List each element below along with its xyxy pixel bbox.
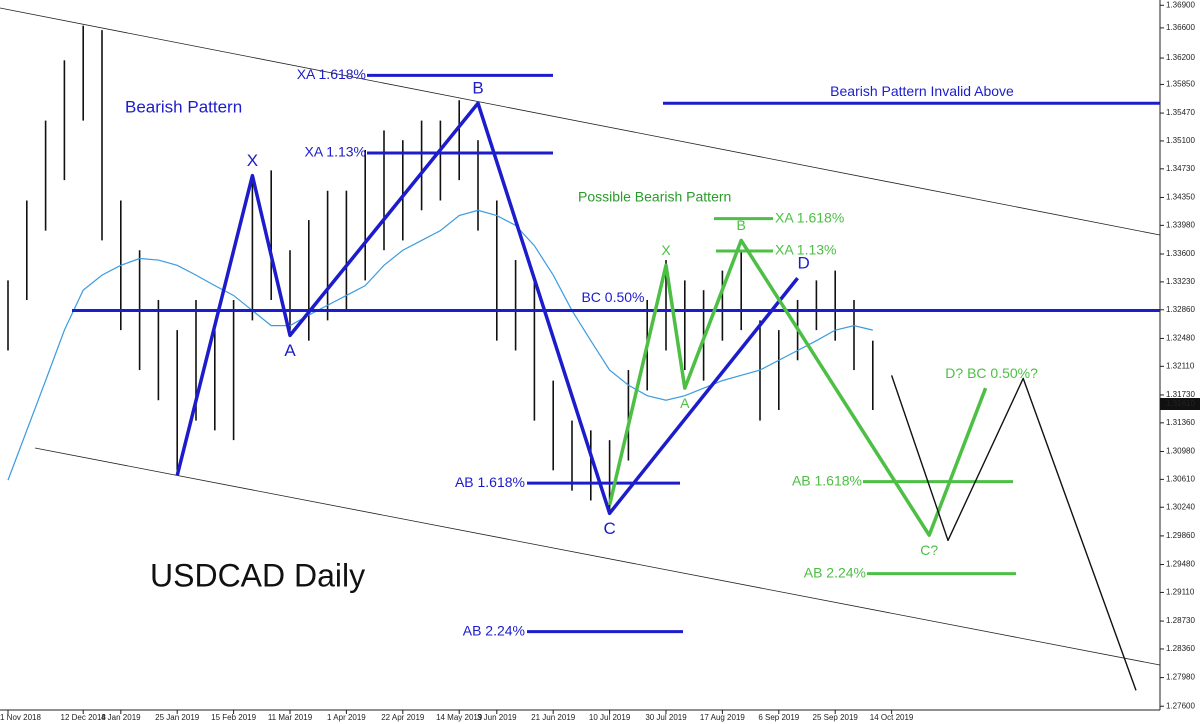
- y-tick-label: 1.27980: [1166, 673, 1195, 682]
- y-tick-label: 1.30240: [1166, 502, 1195, 511]
- y-tick-label: 1.32110: [1166, 361, 1195, 370]
- level-label: XA 1.618%: [775, 209, 844, 225]
- pattern-point-label: X: [661, 242, 671, 258]
- x-tick-label: 14 Oct 2019: [870, 713, 914, 722]
- x-tick-label: 12 Dec 2018: [61, 713, 107, 722]
- x-tick-label: 4 Jan 2019: [101, 713, 141, 722]
- pattern-point-label: X: [247, 151, 258, 170]
- pattern-point-label: B: [737, 217, 746, 233]
- pattern-line: [175, 101, 799, 516]
- level-label: AB 1.618%: [792, 472, 862, 488]
- y-tick-label: 1.36200: [1166, 53, 1195, 62]
- y-tick-label: 1.33600: [1166, 249, 1195, 258]
- x-tick-label: 14 May 2019: [436, 713, 483, 722]
- pattern-line: [890, 375, 1137, 691]
- pattern-point-label: B: [472, 79, 483, 98]
- level-label: BC 0.50%: [581, 289, 644, 305]
- y-tick-label: 1.32860: [1166, 305, 1195, 314]
- annotation: Possible Bearish Pattern: [578, 189, 731, 205]
- x-tick-label: 1 Apr 2019: [327, 713, 366, 722]
- y-tick-label: 1.27600: [1166, 701, 1195, 710]
- y-tick-label: 1.35100: [1166, 136, 1195, 145]
- pattern-point-label: C?: [920, 542, 938, 558]
- chart-title: USDCAD Daily: [150, 557, 365, 593]
- level-label: XA 1.13%: [305, 144, 367, 160]
- level-label: XA 1.13%: [775, 242, 837, 258]
- y-tick-label: 1.30980: [1166, 447, 1195, 456]
- level-label: Bearish Pattern Invalid Above: [830, 83, 1014, 99]
- x-tick-label: 6 Sep 2019: [758, 713, 799, 722]
- y-tick-label: 1.29480: [1166, 560, 1195, 569]
- pattern-point-label: C: [603, 519, 615, 538]
- y-tick-label: 1.28730: [1166, 616, 1195, 625]
- annotation: Bearish Pattern: [125, 97, 242, 116]
- x-tick-label: 21 Jun 2019: [531, 713, 576, 722]
- level-label: XA 1.618%: [297, 66, 366, 82]
- x-tick-label: 30 Jul 2019: [645, 713, 687, 722]
- pattern-point-label: D? BC 0.50%?: [945, 365, 1038, 381]
- x-tick-label: 25 Jan 2019: [155, 713, 200, 722]
- x-tick-label: 1 Nov 2018: [0, 713, 41, 722]
- level-label: AB 2.24%: [804, 564, 866, 580]
- y-tick-label: 1.32480: [1166, 334, 1195, 343]
- level-label: AB 1.618%: [455, 474, 525, 490]
- pattern-line: [607, 238, 988, 537]
- x-tick-label: 22 Apr 2019: [381, 713, 425, 722]
- pattern-point-label: A: [680, 395, 690, 411]
- y-tick-label: 1.31360: [1166, 418, 1195, 427]
- level-label: AB 2.24%: [463, 622, 525, 638]
- x-tick-label: 15 Feb 2019: [211, 713, 256, 722]
- x-tick-label: 17 Aug 2019: [700, 713, 745, 722]
- y-tick-label: 1.29110: [1166, 588, 1195, 597]
- upper-channel: [0, 7, 1161, 236]
- y-tick-label: 1.31730: [1166, 390, 1195, 399]
- y-tick-label: 1.35470: [1166, 108, 1195, 117]
- y-tick-label: 1.36900: [1166, 0, 1195, 9]
- x-tick-label: 11 Mar 2019: [268, 713, 313, 722]
- y-tick-label: 1.33980: [1166, 220, 1195, 229]
- y-tick-label: 1.34730: [1166, 164, 1195, 173]
- y-tick-label: 1.29860: [1166, 531, 1195, 540]
- lower-channel: [34, 447, 1161, 666]
- pattern-point-label: D: [797, 254, 809, 273]
- last-price-box: [1160, 397, 1200, 410]
- y-tick-label: 1.30610: [1166, 474, 1195, 483]
- y-tick-label: 1.34350: [1166, 193, 1195, 202]
- y-tick-label: 1.28360: [1166, 644, 1195, 653]
- moving-average: [7, 209, 873, 481]
- pattern-point-label: A: [284, 341, 296, 360]
- y-tick-label: 1.35850: [1166, 80, 1195, 89]
- x-tick-label: 3 Jun 2019: [477, 713, 517, 722]
- x-tick-label: 10 Jul 2019: [589, 713, 631, 722]
- last-price-label: 1.31610: [1166, 399, 1195, 408]
- y-tick-label: 1.36600: [1166, 23, 1195, 32]
- x-tick-label: 25 Sep 2019: [813, 713, 859, 722]
- y-tick-label: 1.33230: [1166, 277, 1195, 286]
